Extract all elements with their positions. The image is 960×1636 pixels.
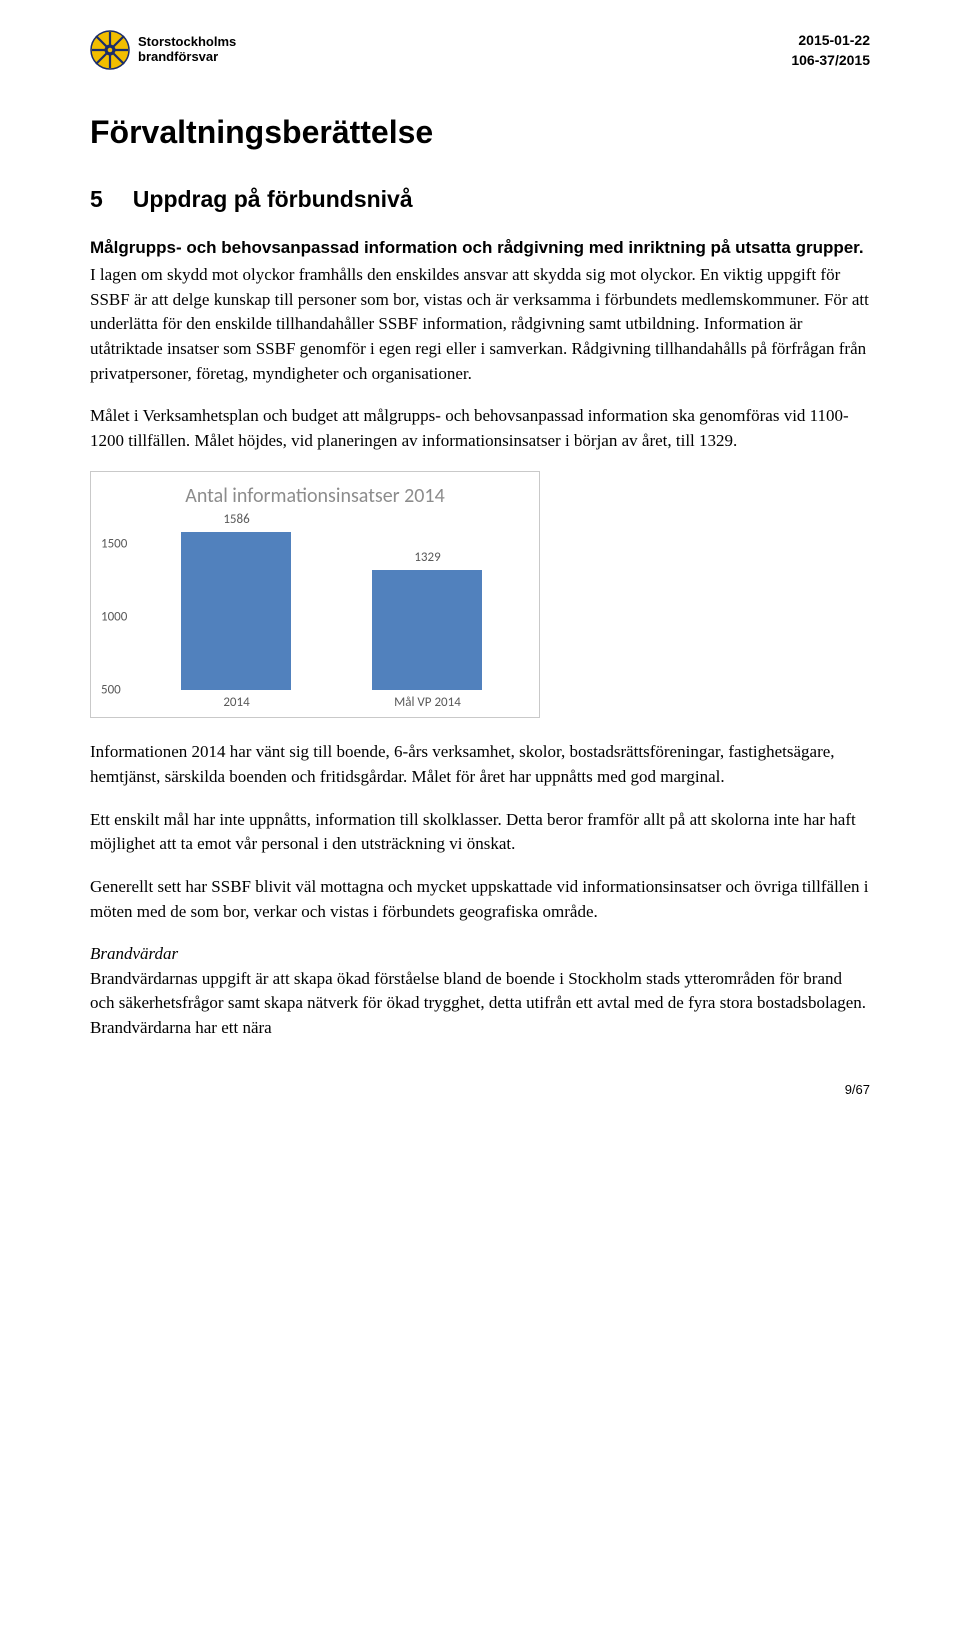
chart-bar-column: 1586 — [152, 511, 320, 690]
brand-block: Storstockholms brandförsvar — [90, 30, 236, 70]
chart-bar-value-label: 1329 — [414, 549, 440, 568]
section-heading: Uppdrag på förbundsnivå — [133, 183, 413, 216]
chart-x-axis: 2014 Mål VP 2014 — [141, 694, 523, 713]
brand-line1: Storstockholms — [138, 35, 236, 50]
paragraph-2: Målet i Verksamhetsplan och budget att m… — [90, 404, 870, 453]
doc-number: 106-37/2015 — [791, 50, 870, 70]
page-number: 9/67 — [90, 1081, 870, 1100]
brand-logo-icon — [90, 30, 130, 70]
doc-date: 2015-01-22 — [791, 30, 870, 50]
section-number: 5 — [90, 183, 103, 216]
info-insatser-chart: Antal informationsinsatser 2014 15861329… — [90, 471, 540, 718]
paragraph-4: Ett enskilt mål har inte uppnåtts, infor… — [90, 808, 870, 857]
brand-name: Storstockholms brandförsvar — [138, 35, 236, 65]
document-meta: 2015-01-22 106-37/2015 — [791, 30, 870, 71]
brand-line2: brandförsvar — [138, 50, 236, 65]
section-heading-row: 5 Uppdrag på förbundsnivå — [90, 183, 870, 216]
chart-xtick: 2014 — [152, 694, 320, 713]
chart-bar — [181, 532, 291, 690]
paragraph-1: I lagen om skydd mot olyckor framhålls d… — [90, 263, 870, 386]
paragraph-6: Brandvärdarnas uppgift är att skapa ökad… — [90, 967, 870, 1041]
chart-title: Antal informationsinsatser 2014 — [101, 482, 529, 511]
page-title: Förvaltningsberättelse — [90, 109, 870, 155]
chart-plot-area: 15861329 15001000500 — [141, 515, 523, 690]
page-header: Storstockholms brandförsvar 2015-01-22 1… — [90, 30, 870, 71]
paragraph-5: Generellt sett har SSBF blivit väl motta… — [90, 875, 870, 924]
chart-bar — [372, 570, 482, 691]
brandvardar-heading: Brandvärdar — [90, 942, 870, 967]
chart-bar-value-label: 1586 — [223, 511, 249, 530]
chart-bar-column: 1329 — [343, 549, 511, 691]
chart-ytick: 1500 — [101, 535, 127, 554]
chart-ytick: 500 — [101, 681, 121, 700]
chart-xtick: Mål VP 2014 — [343, 694, 511, 713]
chart-bars-container: 15861329 — [141, 515, 523, 690]
chart-ytick: 1000 — [101, 608, 127, 627]
paragraph-3: Informationen 2014 har vänt sig till boe… — [90, 740, 870, 789]
sub-heading: Målgrupps- och behovsanpassad informatio… — [90, 236, 870, 261]
